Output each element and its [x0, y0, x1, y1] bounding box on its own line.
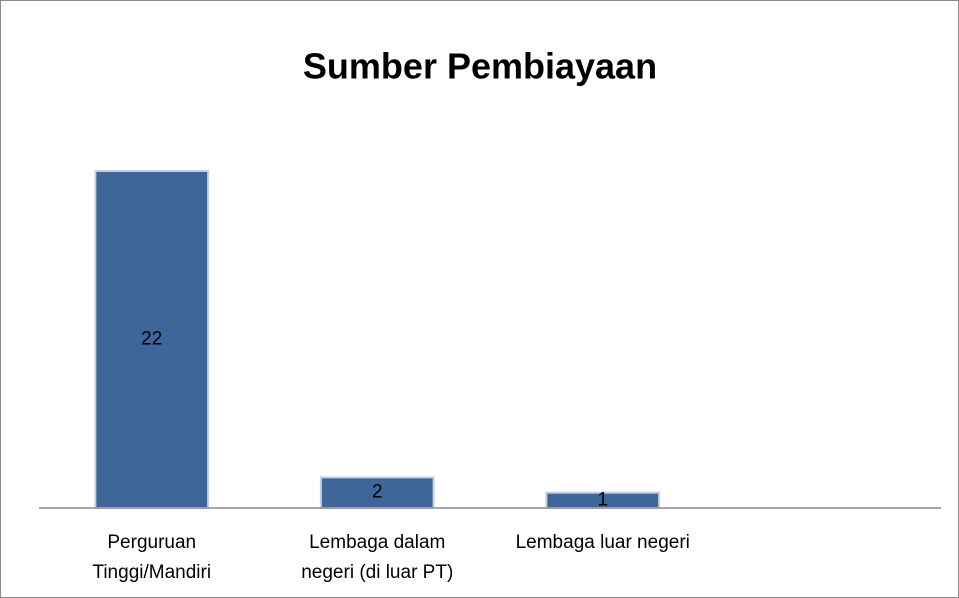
data-label: 22	[141, 329, 162, 350]
x-tick-label: Lembaga luar negeri	[515, 532, 690, 553]
x-tick-label: Lembaga dalam negeri (di luar PT)	[301, 532, 454, 583]
data-label: 2	[372, 482, 383, 503]
bar	[94, 170, 210, 509]
data-label: 1	[597, 489, 608, 510]
x-tick-label: Perguruan Tinggi/Mandiri	[92, 532, 212, 583]
chart-title: Sumber Pembiayaan	[303, 46, 657, 87]
